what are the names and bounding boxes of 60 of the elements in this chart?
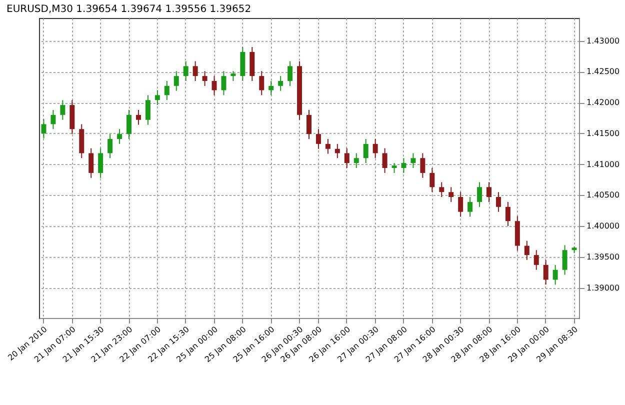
- candlestick: [505, 201, 510, 227]
- y-tick-label: 1.42500: [586, 67, 620, 76]
- candlestick: [354, 152, 359, 168]
- candlestick: [562, 244, 568, 276]
- candlestick: [458, 192, 464, 218]
- candlestick: [98, 148, 104, 178]
- candlestick: [154, 90, 160, 106]
- candlestick: [430, 168, 435, 193]
- y-tick-label: 1.43000: [586, 36, 620, 46]
- candlestick: [41, 118, 46, 139]
- candlestick: [486, 182, 492, 202]
- candlestick: [401, 158, 406, 174]
- candlestick: [108, 134, 113, 159]
- candlestick: [316, 128, 321, 150]
- candlestick: [288, 60, 293, 86]
- y-tick-label: 1.40000: [586, 222, 620, 231]
- candlestick: [164, 80, 170, 101]
- y-tick-label: 1.41500: [586, 128, 620, 138]
- candlestick: [117, 128, 122, 144]
- candlestick: [145, 94, 150, 126]
- candlestick: [306, 109, 312, 140]
- candlestick: [496, 192, 501, 212]
- candlestick: [278, 76, 284, 92]
- candlestick: [230, 70, 236, 82]
- candlestick: [325, 138, 330, 154]
- candlestick: [468, 196, 473, 218]
- candlestick: [372, 138, 378, 159]
- candlestick: [183, 60, 188, 82]
- y-tick-label: 1.39500: [586, 252, 620, 262]
- candlestick: [212, 76, 217, 96]
- candlestick: [448, 186, 454, 202]
- candlestick: [534, 250, 539, 270]
- candlestick: [174, 70, 179, 92]
- y-tick-label: 1.41000: [586, 160, 620, 169]
- candlestick: [392, 162, 397, 174]
- candlestick: [382, 148, 388, 174]
- candlestick: [88, 148, 94, 178]
- candlestick: [477, 182, 482, 208]
- y-tick-label: 1.40500: [586, 190, 620, 200]
- y-tick-label: 1.42000: [586, 98, 620, 108]
- candlestick: [344, 148, 350, 168]
- candlestick: [334, 143, 340, 159]
- candlestick: [202, 70, 208, 86]
- candlestick: [126, 109, 132, 140]
- candlestick: [420, 152, 426, 178]
- candlestick: [192, 60, 198, 82]
- candlestick: [524, 240, 530, 260]
- candlestick: [268, 80, 274, 96]
- candlestick: [439, 182, 444, 198]
- candlestick: [221, 70, 226, 96]
- candlestick: [410, 152, 416, 168]
- candlestick: [60, 100, 66, 120]
- candlestick: [552, 264, 558, 286]
- y-tick-label: 1.39000: [586, 283, 620, 292]
- candlestick: [543, 259, 548, 286]
- candlestick: [50, 109, 56, 130]
- chart-title: EURUSD,M30 1.39654 1.39674 1.39556 1.39652: [6, 4, 252, 15]
- candlestick: [363, 138, 368, 164]
- candlestick: [259, 70, 264, 96]
- candlestick: [136, 109, 141, 126]
